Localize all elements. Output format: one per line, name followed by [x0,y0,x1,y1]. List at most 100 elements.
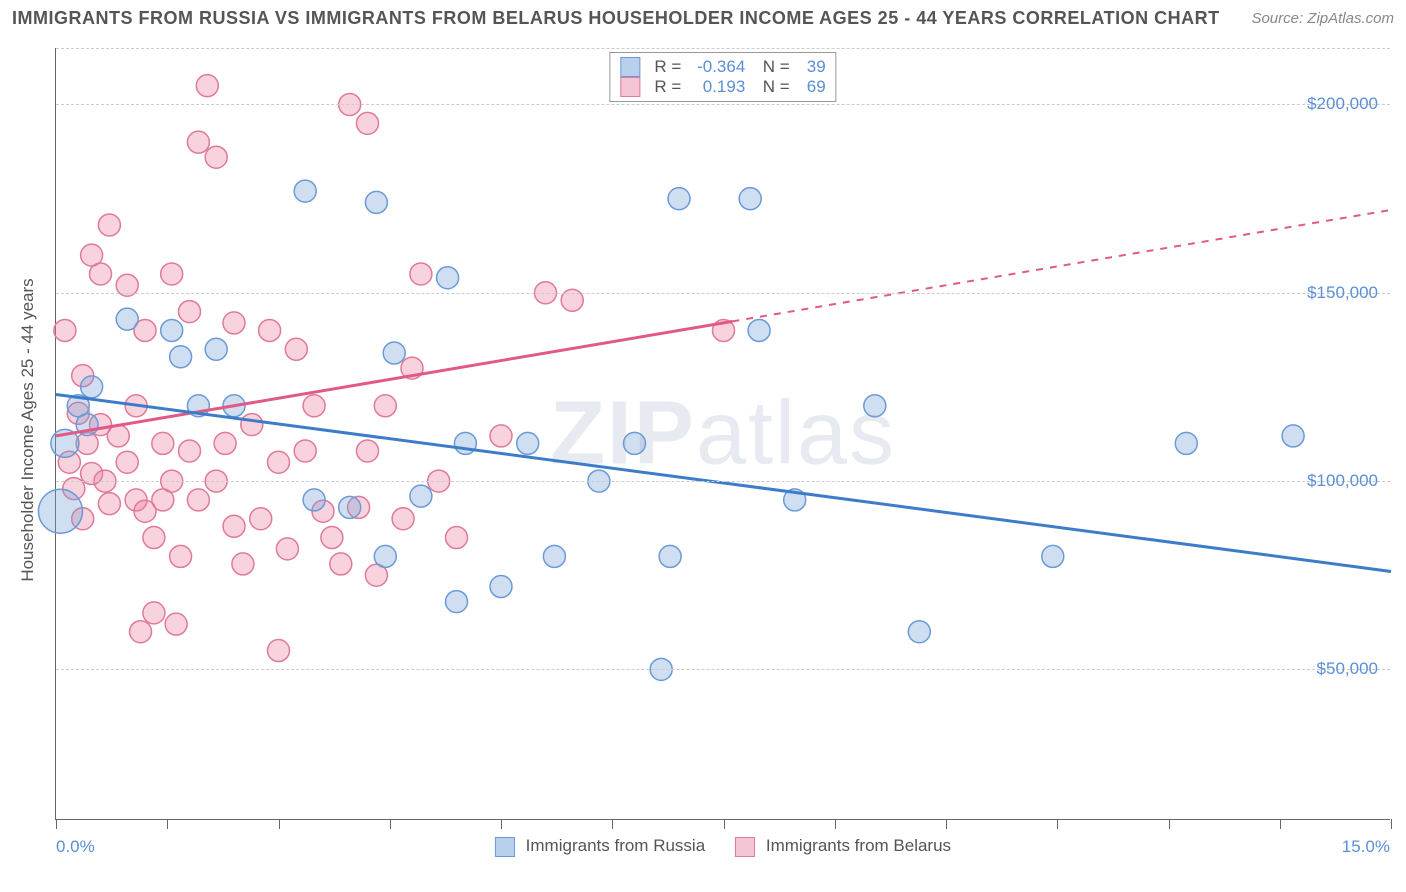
r-value-russia: -0.364 [689,57,745,77]
scatter-point [223,515,245,537]
scatter-point [1175,432,1197,454]
scatter-point [294,440,316,462]
scatter-plot-svg [56,48,1390,819]
scatter-point [624,432,646,454]
x-tick [724,819,725,829]
scatter-point [276,538,298,560]
scatter-point [303,489,325,511]
scatter-point [383,342,405,364]
trend-line [56,321,732,435]
scatter-point [98,493,120,515]
scatter-point [1282,425,1304,447]
chart-plot-area: ZIPatlas R =-0.364 N =39 R =0.193 N =69 … [55,48,1390,820]
scatter-point [161,263,183,285]
scatter-point [357,112,379,134]
gridline-horizontal [56,104,1390,105]
scatter-point [490,576,512,598]
scatter-point [241,414,263,436]
legend-item-belarus: Immigrants from Belarus [735,836,951,857]
y-tick-label: $150,000 [1307,283,1378,303]
scatter-point [116,308,138,330]
scatter-point [223,312,245,334]
x-tick [1169,819,1170,829]
legend-row-russia: R =-0.364 N =39 [620,57,825,77]
x-axis-min-label: 0.0% [56,837,95,857]
scatter-point [303,395,325,417]
r-value-belarus: 0.193 [689,77,745,97]
scatter-point [268,451,290,473]
scatter-point [490,425,512,447]
y-tick-label: $50,000 [1317,659,1378,679]
gridline-horizontal [56,481,1390,482]
scatter-point [437,267,459,289]
trend-line-dashed [732,210,1391,321]
swatch-russia-icon [620,57,640,77]
gridline-horizontal [56,293,1390,294]
scatter-point [187,489,209,511]
x-tick [1280,819,1281,829]
gridline-horizontal [56,669,1390,670]
scatter-point [38,489,82,533]
trend-line [56,394,1391,571]
swatch-russia-icon [495,837,515,857]
scatter-point [446,527,468,549]
scatter-point [116,451,138,473]
scatter-point [908,621,930,643]
scatter-point [357,440,379,462]
scatter-point [410,263,432,285]
scatter-point [410,485,432,507]
x-tick [1391,819,1392,829]
scatter-point [143,527,165,549]
scatter-point [517,432,539,454]
series-legend: Immigrants from Russia Immigrants from B… [495,836,951,857]
scatter-point [392,508,414,530]
scatter-point [81,376,103,398]
scatter-point [268,640,290,662]
scatter-point [321,527,343,549]
scatter-point [161,319,183,341]
legend-label-russia: Immigrants from Russia [526,836,705,855]
source-label: Source: ZipAtlas.com [1251,10,1394,27]
x-tick [56,819,57,829]
scatter-point [130,621,152,643]
swatch-belarus-icon [620,77,640,97]
x-tick [501,819,502,829]
scatter-point [214,432,236,454]
scatter-point [205,146,227,168]
correlation-legend: R =-0.364 N =39 R =0.193 N =69 [609,52,836,102]
scatter-point [232,553,254,575]
legend-row-belarus: R =0.193 N =69 [620,77,825,97]
scatter-point [543,545,565,567]
scatter-point [98,214,120,236]
scatter-point [143,602,165,624]
scatter-point [179,440,201,462]
x-tick [1057,819,1058,829]
scatter-point [179,301,201,323]
scatter-point [152,432,174,454]
scatter-point [374,395,396,417]
scatter-point [107,425,129,447]
x-tick [279,819,280,829]
x-tick [390,819,391,829]
scatter-point [294,180,316,202]
legend-label-belarus: Immigrants from Belarus [766,836,951,855]
scatter-point [1042,545,1064,567]
scatter-point [864,395,886,417]
scatter-point [170,346,192,368]
scatter-point [187,131,209,153]
scatter-point [285,338,307,360]
scatter-point [165,613,187,635]
scatter-point [259,319,281,341]
scatter-point [668,188,690,210]
n-value-russia: 39 [798,57,826,77]
y-tick-label: $100,000 [1307,471,1378,491]
scatter-point [365,191,387,213]
scatter-point [659,545,681,567]
gridline-horizontal [56,48,1390,49]
n-value-belarus: 69 [798,77,826,97]
scatter-point [330,553,352,575]
x-axis-max-label: 15.0% [1342,837,1390,857]
x-tick [946,819,947,829]
scatter-point [205,338,227,360]
y-tick-label: $200,000 [1307,94,1378,114]
